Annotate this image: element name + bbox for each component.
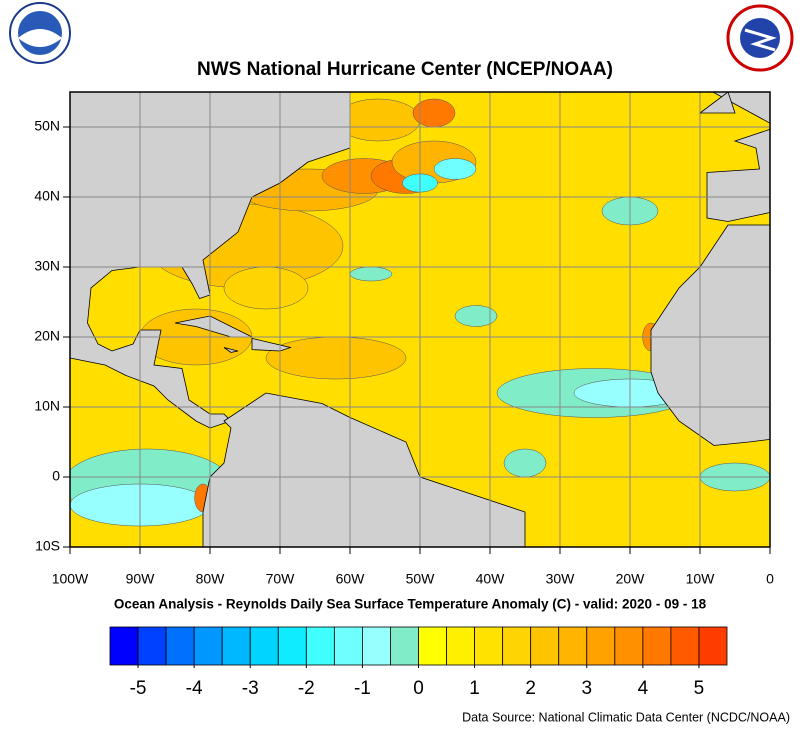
colorbar-label: -2: [298, 678, 315, 699]
colorbar-box: [670, 626, 700, 666]
data-source: Data Source: National Climatic Data Cent…: [462, 710, 790, 724]
colorbar-box: [165, 626, 195, 666]
x-tick-label: 0: [766, 571, 774, 587]
colorbar-box: [446, 626, 475, 666]
colorbar-box: [277, 626, 307, 666]
colorbar-label: 1: [469, 678, 480, 699]
y-tick-label: 10N: [34, 398, 60, 414]
x-tick-label: 60W: [336, 571, 366, 587]
x-tick-label: 40W: [476, 571, 506, 587]
noaa-logo: [9, 2, 71, 64]
subtitle: Ocean Analysis - Reynolds Daily Sea Surf…: [114, 597, 707, 612]
colorbar-box: [474, 626, 504, 666]
y-tick-label: 20N: [34, 328, 60, 344]
colorbar-box: [390, 626, 419, 666]
colorbar-label: 3: [581, 678, 592, 699]
colorbar-label: -5: [130, 678, 147, 699]
title: NWS National Hurricane Center (NCEP/NOAA…: [197, 59, 613, 80]
colorbar-box: [418, 626, 447, 666]
y-tick-label: 40N: [34, 188, 60, 204]
colorbar-box: [193, 626, 223, 666]
colorbar-box: [642, 626, 672, 666]
y-tick-label: 0: [52, 468, 60, 484]
y-tick-label: 10S: [35, 538, 60, 554]
x-tick-label: 20W: [616, 571, 646, 587]
colorbar-label: -1: [354, 678, 371, 699]
x-tick-label: 10W: [686, 571, 716, 587]
colorbar-label: 5: [694, 678, 705, 699]
y-tick-label: 50N: [34, 118, 60, 134]
x-tick-label: 50W: [406, 571, 436, 587]
y-tick-label: 30N: [34, 258, 60, 274]
anomaly-patch: [503, 448, 547, 478]
colorbar-box: [586, 626, 616, 666]
colorbar-box: [530, 626, 560, 666]
x-tick-label: 100W: [52, 571, 89, 587]
colorbar-box: [614, 626, 644, 666]
colorbar-box: [137, 626, 167, 666]
colorbar-box: [362, 626, 391, 666]
colorbar-box: [698, 626, 728, 666]
land: [706, 92, 770, 222]
colorbar-box: [333, 626, 363, 666]
colorbar-label: 4: [638, 678, 649, 699]
x-tick-label: 80W: [196, 571, 226, 587]
land: [202, 392, 526, 547]
anomaly-patch: [223, 266, 309, 310]
anomaly-patch: [454, 305, 498, 327]
land: [698, 92, 736, 114]
anomaly-patch: [412, 98, 456, 128]
x-tick-label: 90W: [126, 571, 156, 587]
anomaly-patch: [349, 266, 393, 282]
colorbar-label: -4: [186, 678, 203, 699]
x-tick-label: 70W: [266, 571, 296, 587]
land: [223, 347, 239, 353]
colorbar-box: [502, 626, 532, 666]
nws-logo: [726, 4, 794, 72]
anomaly-patch: [433, 158, 477, 180]
colorbar-box: [305, 626, 335, 666]
colorbar-label: 0: [413, 678, 424, 699]
colorbar-label: -3: [242, 678, 259, 699]
colorbar-label: 2: [525, 678, 536, 699]
colorbar-box: [221, 626, 251, 666]
colorbar-box: [558, 626, 588, 666]
anomaly-patch: [265, 336, 407, 380]
colorbar-box: [249, 626, 279, 666]
x-tick-label: 30W: [546, 571, 576, 587]
colorbar-box: [109, 626, 139, 666]
map: [70, 92, 770, 547]
